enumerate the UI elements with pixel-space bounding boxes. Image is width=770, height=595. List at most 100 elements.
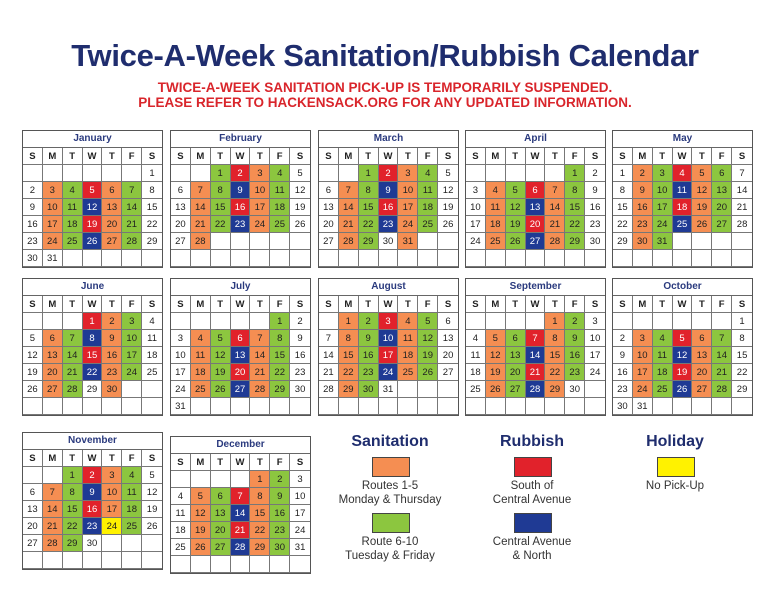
day-cell: 14 [319, 347, 339, 364]
day-cell: 1 [732, 313, 752, 330]
empty-cell [438, 233, 458, 250]
day-cell: 17 [250, 199, 271, 216]
label-line: Central Avenue [492, 494, 572, 506]
day-cell: 24 [290, 522, 310, 539]
label-line: Monday & Thursday [338, 494, 442, 506]
day-cell: 28 [712, 381, 733, 398]
day-cell: 3 [42, 182, 63, 199]
day-cell: 18 [485, 216, 506, 233]
day-cell: 4 [270, 165, 291, 182]
day-cell: 18 [190, 364, 211, 381]
weekday-header: S [23, 450, 43, 467]
empty-cell [171, 471, 191, 488]
month-grid: S M T W T F S 1 2 3 4 5 6 7 8 9 10 11 12 13 14 15 16 17 18 19 20 21… [613, 148, 752, 267]
empty-cell [250, 233, 271, 250]
day-cell: 6 [712, 165, 733, 182]
day-cell: 27 [505, 381, 526, 398]
weekday-header: M [485, 148, 506, 165]
empty-cell [505, 313, 526, 330]
day-cell: 28 [545, 233, 566, 250]
day-cell: 19 [418, 347, 439, 364]
day-cell: 8 [338, 330, 359, 347]
empty-cell [142, 381, 162, 398]
day-cell: 5 [190, 488, 211, 505]
day-cell: 21 [545, 216, 566, 233]
empty-cell [585, 250, 605, 267]
day-cell: 31 [171, 398, 191, 415]
empty-cell [270, 233, 291, 250]
day-cell: 30 [23, 250, 43, 267]
day-cell: 22 [732, 364, 752, 381]
day-cell: 27 [230, 381, 251, 398]
empty-cell [122, 552, 143, 569]
empty-cell [250, 313, 271, 330]
day-cell: 29 [613, 233, 633, 250]
empty-cell [23, 313, 43, 330]
day-cell: 23 [270, 522, 291, 539]
day-cell: 26 [290, 216, 310, 233]
month-name: September [466, 279, 605, 296]
day-cell: 2 [565, 313, 586, 330]
day-cell: 25 [122, 518, 143, 535]
day-cell: 5 [692, 165, 713, 182]
empty-cell [42, 552, 63, 569]
day-cell: 23 [565, 364, 586, 381]
day-cell: 5 [23, 330, 43, 347]
weekday-header: T [210, 454, 231, 471]
day-cell: 7 [525, 330, 546, 347]
month-july: July S M T W T F S 1 2 3 4 5 6 7 8 9 10 11 12 13 14 15 16 17 18 19… [170, 278, 311, 416]
weekday-header: S [732, 148, 752, 165]
empty-cell [42, 398, 63, 415]
empty-cell [42, 467, 63, 484]
day-cell: 25 [672, 216, 693, 233]
day-cell: 14 [122, 199, 143, 216]
empty-cell [319, 313, 339, 330]
empty-cell [250, 398, 271, 415]
day-cell: 6 [42, 330, 63, 347]
day-cell: 18 [652, 364, 673, 381]
empty-cell [102, 250, 123, 267]
weekday-header: M [190, 148, 211, 165]
day-cell: 23 [358, 364, 379, 381]
day-cell: 27 [438, 364, 458, 381]
day-cell: 20 [438, 347, 458, 364]
day-cell: 10 [250, 182, 271, 199]
day-cell: 9 [82, 484, 103, 501]
day-cell: 20 [319, 216, 339, 233]
day-cell: 26 [23, 381, 43, 398]
day-cell: 30 [290, 381, 310, 398]
empty-cell [545, 165, 566, 182]
day-cell: 21 [338, 216, 359, 233]
day-cell: 19 [505, 216, 526, 233]
day-cell: 10 [398, 182, 419, 199]
day-cell: 21 [42, 518, 63, 535]
day-cell: 6 [102, 182, 123, 199]
empty-cell [122, 381, 143, 398]
day-cell: 2 [378, 165, 399, 182]
weekday-header: T [692, 148, 713, 165]
day-cell: 1 [613, 165, 633, 182]
day-cell: 11 [418, 182, 439, 199]
empty-cell [230, 471, 251, 488]
day-cell: 3 [290, 471, 310, 488]
day-cell: 2 [632, 165, 653, 182]
month-may: May S M T W T F S 1 2 3 4 5 6 7 8 9 10 11 12 13 14 15 16 17 18 19 2… [612, 130, 753, 268]
day-cell: 1 [338, 313, 359, 330]
day-cell: 15 [545, 347, 566, 364]
day-cell: 22 [250, 522, 271, 539]
empty-cell [438, 381, 458, 398]
weekday-header: W [672, 296, 693, 313]
day-cell: 8 [613, 182, 633, 199]
day-cell: 10 [585, 330, 605, 347]
day-cell: 7 [712, 330, 733, 347]
day-cell: 9 [358, 330, 379, 347]
month-november: November S M T W T F S 1 2 3 4 5 6 7 8 9 10 11 12 13 14 15 16 17… [22, 432, 163, 570]
weekday-header: T [250, 454, 271, 471]
day-cell: 3 [122, 313, 143, 330]
day-cell: 24 [652, 216, 673, 233]
day-cell: 13 [210, 505, 231, 522]
day-cell: 3 [250, 165, 271, 182]
day-cell: 21 [732, 199, 752, 216]
month-august: August S M T W T F S 1 2 3 4 5 6 7 8 9 10 11 12 13 14 15 16 17 18… [318, 278, 459, 416]
weekday-header: W [82, 148, 103, 165]
